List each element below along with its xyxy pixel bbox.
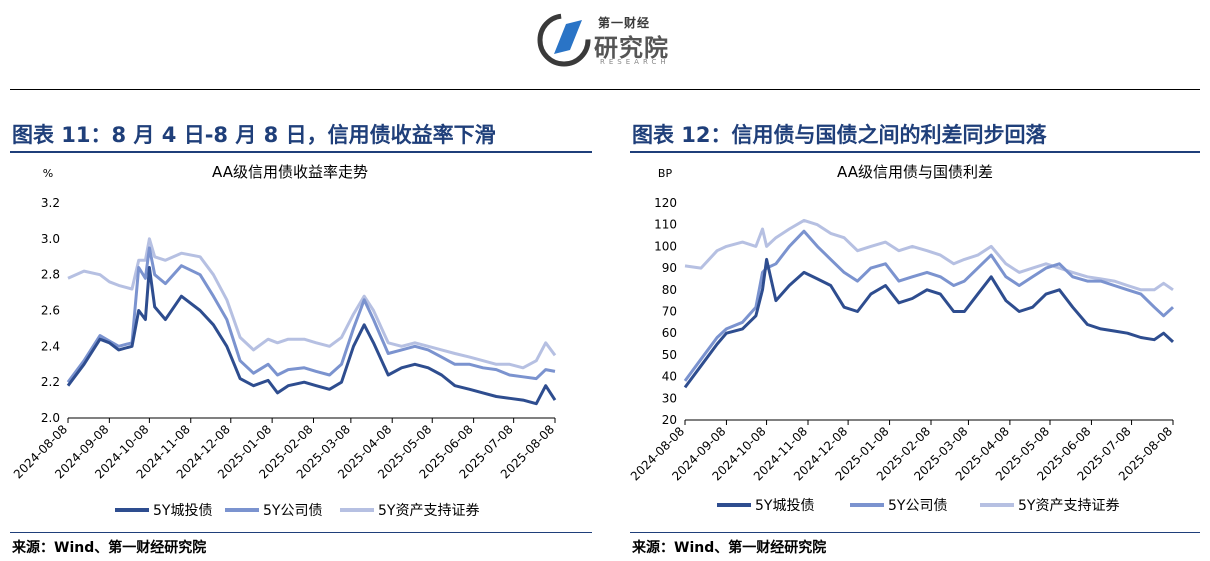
figure-11-title: 图表 11：8 月 4 日-8 月 8 日，信用债收益率下滑 <box>12 123 496 147</box>
y-tick-label: 3.0 <box>41 232 60 246</box>
legend-label: 5Y城投债 <box>153 503 212 519</box>
y-axis-unit: % <box>43 167 53 180</box>
y-tick-label: 110 <box>654 218 677 232</box>
series-line <box>683 257 1175 389</box>
figure-11-title-rule <box>10 151 592 153</box>
legend-label: 5Y城投债 <box>755 498 814 514</box>
y-tick-label: 80 <box>662 283 677 297</box>
legend-label: 5Y公司债 <box>263 503 322 519</box>
y-tick-label: 40 <box>662 370 677 384</box>
y-tick-label: 3.2 <box>41 196 60 210</box>
research-logo: 第一财经 研究院 RESEARCH <box>536 10 686 70</box>
y-tick-label: 90 <box>662 261 677 275</box>
figure-12-source: 来源：Wind、第一财经研究院 <box>632 540 827 556</box>
y-tick-label: 2.6 <box>41 304 60 318</box>
y-tick-label: 2.4 <box>41 339 60 353</box>
legend-label: 5Y资产支持证券 <box>1018 498 1119 514</box>
logo-text-small: 第一财经 <box>598 16 651 30</box>
chart-yield-trend: AA级信用债收益率走势%2.02.22.42.62.83.03.22024-08… <box>11 163 557 519</box>
legend-label: 5Y公司债 <box>888 498 947 514</box>
header-divider <box>10 89 1200 90</box>
chart-title: AA级信用债与国债利差 <box>837 163 993 181</box>
chart-title: AA级信用债收益率走势 <box>212 163 368 181</box>
figure-11-source-rule <box>10 532 592 533</box>
chart-spread: AA级信用债与国债利差BP203040506070809010011012020… <box>628 163 1175 514</box>
y-tick-label: 30 <box>662 391 677 405</box>
series-line <box>66 246 556 384</box>
figure-12-source-rule <box>630 532 1200 533</box>
y-tick-label: 60 <box>662 326 677 340</box>
y-tick-label: 2.8 <box>41 268 60 282</box>
figure-12-title-rule <box>630 151 1200 153</box>
y-tick-label: 2.0 <box>41 411 60 425</box>
figure-12-title: 图表 12：信用债与国债之间的利差同步回落 <box>632 123 1047 147</box>
legend-label: 5Y资产支持证券 <box>378 503 479 519</box>
logo-text-tiny: RESEARCH <box>600 58 670 66</box>
y-tick-label: 70 <box>662 305 677 319</box>
y-tick-label: 2.2 <box>41 375 60 389</box>
series-line <box>67 237 557 370</box>
y-tick-label: 20 <box>662 413 677 427</box>
y-tick-label: 100 <box>654 239 677 253</box>
series-line <box>66 266 557 406</box>
y-tick-label: 50 <box>662 348 677 362</box>
logo-emblem-icon <box>537 13 591 67</box>
series-line <box>684 218 1174 292</box>
y-tick-label: 120 <box>654 196 677 210</box>
logo-text-big: 研究院 <box>594 34 669 62</box>
figure-11-source: 来源：Wind、第一财经研究院 <box>12 540 207 556</box>
y-axis-unit: BP <box>658 167 673 180</box>
